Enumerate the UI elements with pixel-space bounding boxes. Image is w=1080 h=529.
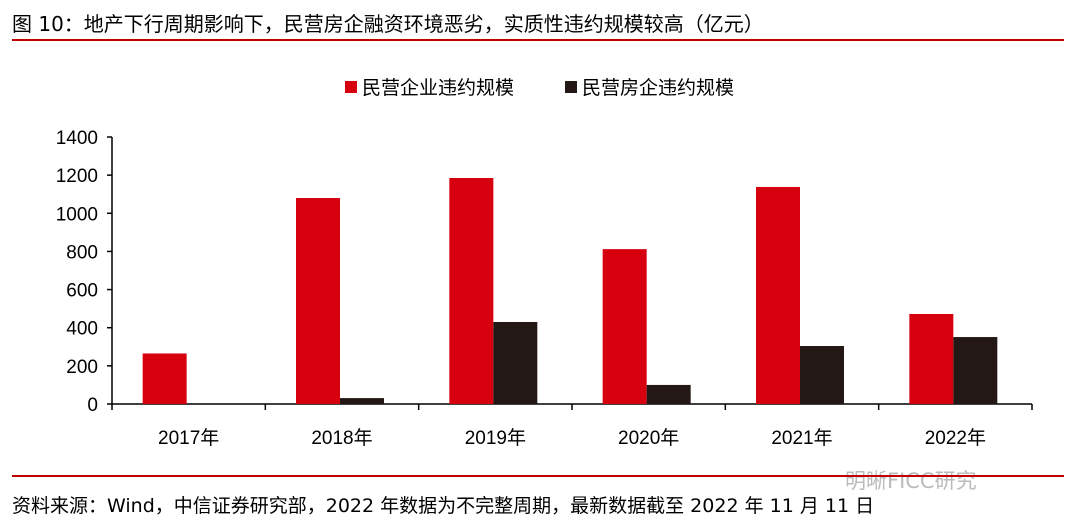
bar-private-real-estate <box>800 346 844 404</box>
footer-rule <box>12 475 1064 477</box>
legend-label: 民营房企违约规模 <box>582 77 734 99</box>
x-tick-label: 2022年 <box>925 427 986 449</box>
y-tick-label: 1400 <box>56 128 98 149</box>
bar-private-enterprise <box>602 249 647 404</box>
bar-private-enterprise <box>449 178 494 404</box>
bar-private-real-estate <box>646 384 691 404</box>
bar-private-real-estate <box>340 398 384 404</box>
legend-swatch <box>565 81 577 93</box>
x-tick-label: 2020年 <box>618 427 679 449</box>
legend-swatch <box>345 81 357 93</box>
figure-title: 图 10：地产下行周期影响下，民营房企融资环境恶劣，实质性违约规模较高（亿元） <box>12 12 764 36</box>
y-tick-label: 1200 <box>56 166 98 187</box>
y-tick-label: 200 <box>66 357 98 378</box>
y-tick-label: 800 <box>66 242 98 263</box>
watermark: 明晰FICC研究 <box>845 469 977 493</box>
y-tick-label: 600 <box>66 281 98 302</box>
y-tick-label: 400 <box>66 319 98 340</box>
bar-private-enterprise <box>909 313 954 404</box>
x-tick-label: 2017年 <box>158 427 219 449</box>
x-tick-label: 2018年 <box>311 427 372 449</box>
bar-private-enterprise <box>142 353 187 404</box>
bar-private-real-estate <box>493 321 538 404</box>
x-tick-label: 2019年 <box>465 427 526 449</box>
source-note: 资料来源：Wind，中信证券研究部，2022 年数据为不完整周期，最新数据截至 … <box>12 495 875 517</box>
bar-private-enterprise <box>756 186 800 404</box>
bar-private-enterprise <box>296 198 340 404</box>
legend-label: 民营企业违约规模 <box>362 77 514 99</box>
title-rule <box>12 39 1064 41</box>
bar-private-real-estate <box>953 337 998 404</box>
y-tick-label: 0 <box>87 395 98 416</box>
y-tick-label: 1000 <box>56 204 98 225</box>
x-tick-label: 2021年 <box>771 427 832 449</box>
